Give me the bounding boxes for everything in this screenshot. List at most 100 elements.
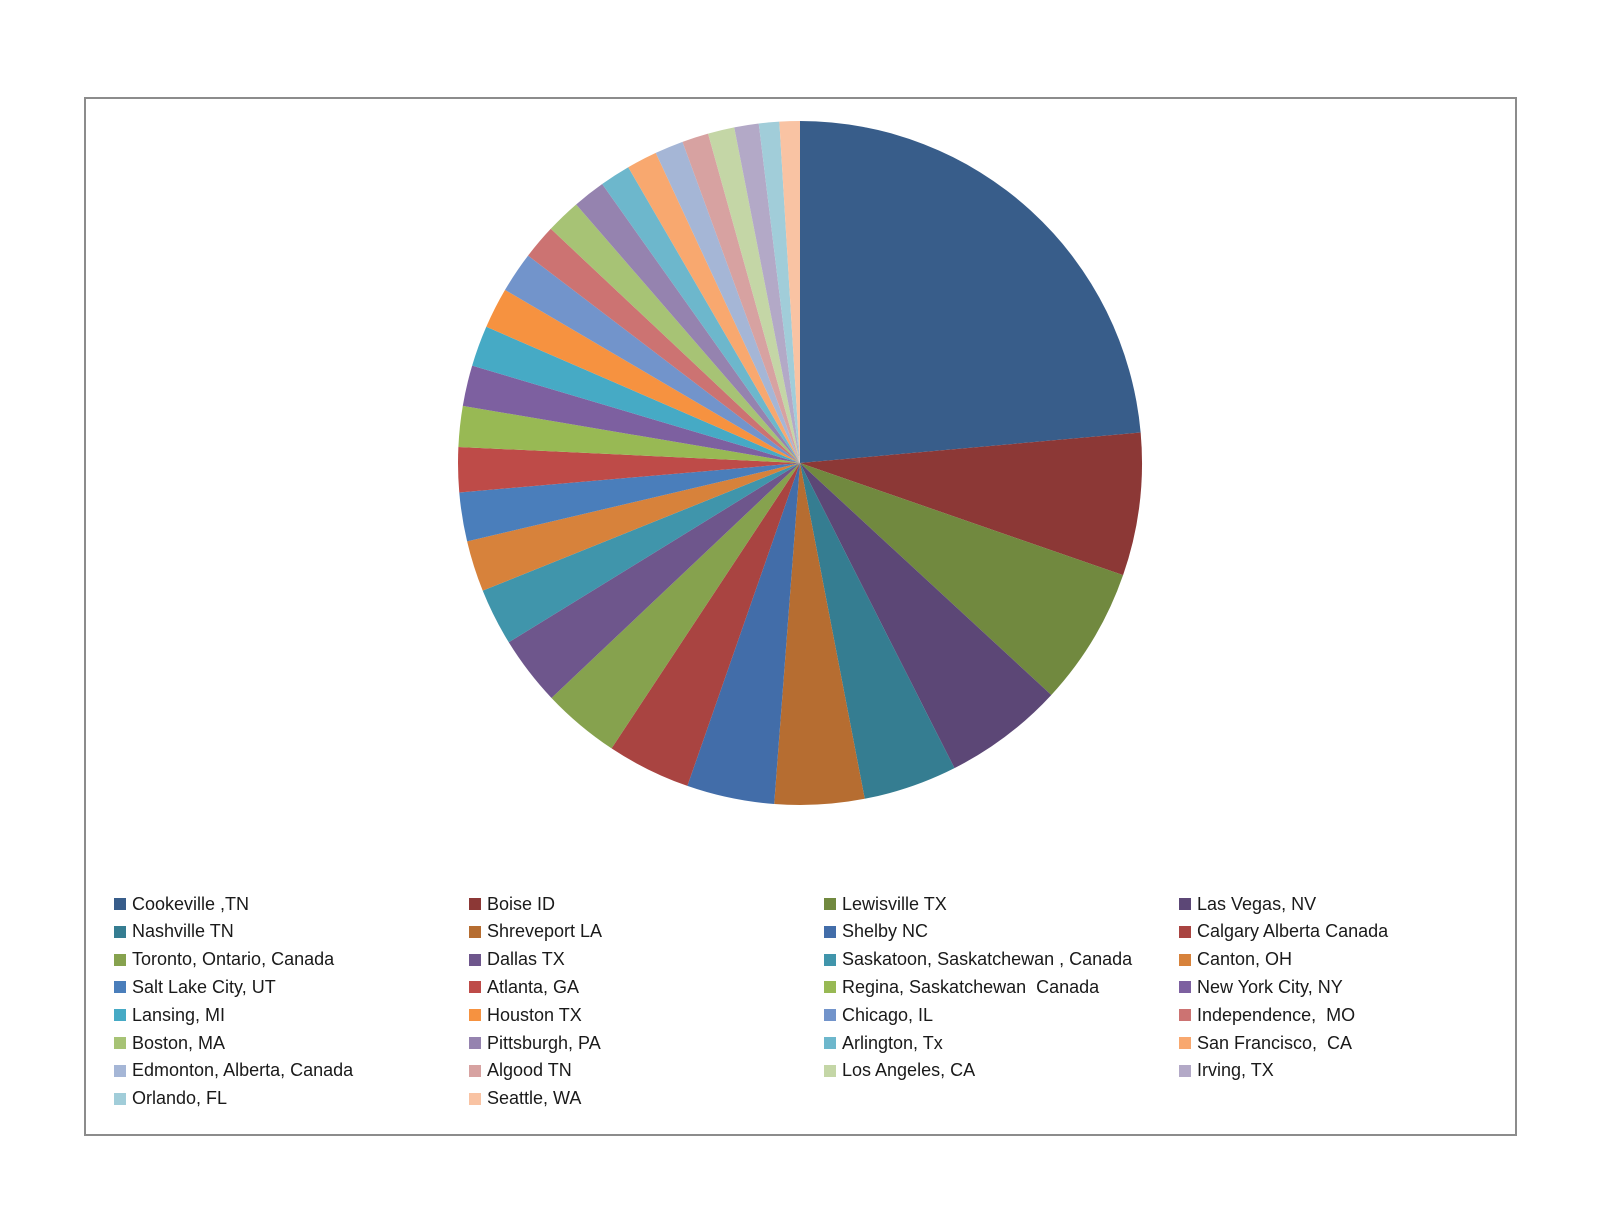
legend-item: Independence, MO [1179,1002,1355,1028]
legend-item: Salt Lake City, UT [114,974,276,1000]
pie-slice-29 [779,121,800,463]
legend-swatch [1179,981,1191,994]
pie-slice-22 [602,167,800,463]
legend-swatch [824,898,836,910]
pie-slice-27 [734,123,800,463]
pie-slice-4 [800,463,955,799]
pie-slice-1 [800,432,1143,576]
legend-item: Seattle, WA [469,1086,581,1112]
legend-swatch [114,1064,126,1077]
legend-swatch [824,1037,836,1049]
legend-label: Salt Lake City, UT [132,976,276,997]
pie-slice-13 [458,446,800,493]
legend-swatch [114,1037,126,1049]
legend-item: Boston, MA [114,1030,225,1056]
pie-slice-2 [800,463,1124,695]
legend-label: Regina, Saskatchewan Canada [842,976,1100,997]
legend-label: Seattle, WA [487,1088,582,1109]
legend-label: Nashville TN [132,921,234,942]
legend-item: Houston TX [469,1002,582,1028]
legend-item: Canton, OH [1179,947,1292,973]
legend-item: Shelby NC [824,919,928,945]
legend-item: Arlington, Tx [824,1030,943,1056]
legend-label: Orlando, FL [132,1088,228,1109]
legend-swatch [469,981,481,994]
legend-swatch [114,1092,126,1105]
legend-item: Orlando, FL [114,1086,227,1112]
legend-item: Edmonton, Alberta, Canada [114,1058,353,1084]
pie-slice-24 [655,141,800,463]
pie-slice-17 [486,289,800,463]
legend-item: Dallas TX [469,947,565,973]
legend-swatch [1179,1064,1191,1077]
pie-slice-21 [576,184,800,463]
legend-label: New York City, NY [1197,976,1343,997]
legend-label: Algood TN [487,1060,572,1081]
legend-swatch [1179,898,1191,910]
legend-item: San Francisco, CA [1179,1030,1352,1056]
legend-label: Toronto, Ontario, Canada [132,949,335,970]
pie-slice-3 [800,463,1052,769]
legend-item: Regina, Saskatchewan Canada [824,974,1099,1000]
legend-label: Canton, OH [1197,949,1293,970]
pie-slice-5 [774,463,865,805]
pie-slice-6 [687,463,800,805]
legend-label: Lansing, MI [132,1004,226,1025]
legend-swatch [469,1064,481,1077]
legend-swatch [824,1009,836,1022]
pie-slice-28 [758,121,800,463]
legend-item: Atlanta, GA [469,974,579,1000]
pie-slice-19 [528,228,800,463]
legend-swatch [1179,925,1191,938]
legend-swatch [114,1009,126,1022]
legend-label: San Francisco, CA [1197,1032,1353,1053]
legend-swatch [469,925,481,938]
legend-label: Arlington, Tx [842,1032,943,1053]
legend-item: Lansing, MI [114,1002,225,1028]
legend-swatch [114,898,126,910]
legend-swatch [824,925,836,938]
legend-swatch [1179,1037,1191,1049]
legend-label: Independence, MO [1197,1004,1356,1025]
legend-item: Las Vegas, NV [1179,891,1316,917]
legend-item: Saskatoon, Saskatchewan , Canada [824,947,1132,973]
legend-label: Calgary Alberta Canada [1197,921,1389,942]
legend-label: Lewisville TX [842,893,947,914]
legend-item: Calgary Alberta Canada [1179,919,1388,945]
legend-label: Boston, MA [132,1032,226,1053]
legend-label: Cookeville ,TN [132,893,250,914]
pie-slice-11 [467,463,800,591]
legend-item: Nashville TN [114,919,234,945]
legend-swatch [1179,953,1191,966]
legend-swatch [114,925,126,938]
legend-label: Irving, TX [1197,1060,1274,1081]
legend-label: Saskatoon, Saskatchewan , Canada [842,949,1133,970]
pie-slice-16 [472,326,800,463]
legend-swatch [469,1092,481,1105]
chart-legend: Cookeville ,TN Boise ID Lewisville TX Las V… [114,894,1504,1134]
legend-swatch [469,1037,481,1049]
legend-swatch [114,953,126,966]
pie-slice-0 [800,121,1141,463]
legend-item: Algood TN [469,1058,572,1084]
legend-item: Lewisville TX [824,891,947,917]
pie-slice-15 [462,365,800,463]
legend-swatch [1179,1009,1191,1022]
legend-label: Pittsburgh, PA [487,1032,601,1053]
legend-label: Atlanta, GA [487,976,580,997]
pie-slice-12 [459,463,800,542]
pie-slice-10 [482,463,800,643]
pie-slice-25 [682,133,800,463]
legend-item: Shreveport LA [469,919,602,945]
pie-slice-18 [505,255,800,463]
legend-swatch [824,953,836,966]
legend-label: Edmonton, Alberta, Canada [132,1060,354,1081]
pie-slice-14 [458,405,800,463]
legend-item: Chicago, IL [824,1002,933,1028]
legend-label: Las Vegas, NV [1197,893,1317,914]
legend-swatch [824,1064,836,1077]
legend-item: Los Angeles, CA [824,1058,975,1084]
pie-slice-7 [611,463,800,786]
legend-item: Cookeville ,TN [114,891,249,917]
